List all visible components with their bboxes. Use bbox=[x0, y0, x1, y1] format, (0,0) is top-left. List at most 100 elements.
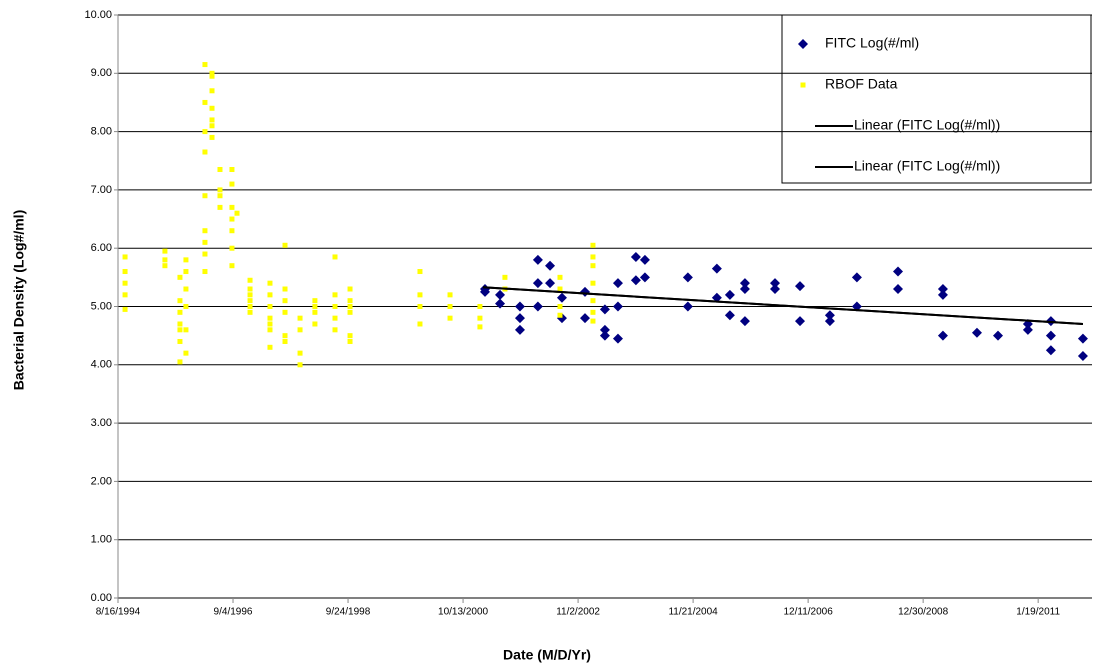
point bbox=[183, 286, 189, 292]
point bbox=[937, 289, 948, 300]
point bbox=[267, 344, 273, 350]
point bbox=[545, 260, 556, 271]
point bbox=[851, 272, 862, 283]
point bbox=[202, 228, 208, 234]
point bbox=[824, 310, 835, 321]
point bbox=[682, 301, 693, 312]
point bbox=[1045, 330, 1056, 341]
x-tick-label: 11/2/2002 bbox=[556, 607, 600, 618]
point bbox=[229, 181, 235, 187]
point bbox=[992, 330, 1003, 341]
legend-label: FITC Log(#/ml) bbox=[825, 35, 919, 51]
y-axis-title: Bacterial Density (Log#/ml) bbox=[11, 210, 27, 391]
point bbox=[122, 269, 128, 275]
point bbox=[229, 166, 235, 172]
x-tick-label: 12/30/2008 bbox=[898, 607, 948, 618]
point bbox=[347, 338, 353, 344]
point bbox=[209, 134, 215, 140]
point bbox=[297, 362, 303, 368]
point bbox=[209, 73, 215, 79]
point bbox=[282, 333, 288, 339]
point bbox=[739, 278, 750, 289]
point bbox=[209, 123, 215, 129]
point bbox=[122, 280, 128, 286]
point bbox=[599, 330, 610, 341]
point bbox=[599, 324, 610, 335]
point bbox=[590, 318, 596, 324]
point bbox=[724, 289, 735, 300]
point bbox=[162, 248, 168, 254]
point bbox=[514, 324, 525, 335]
point bbox=[347, 333, 353, 339]
point bbox=[177, 327, 183, 333]
point bbox=[312, 304, 318, 309]
point bbox=[1045, 345, 1056, 356]
point bbox=[332, 292, 338, 298]
point bbox=[590, 309, 596, 315]
legend-marker bbox=[798, 39, 808, 49]
y-tick-label: 0.00 bbox=[91, 592, 112, 604]
point bbox=[209, 70, 215, 76]
point bbox=[183, 257, 189, 263]
point bbox=[202, 99, 208, 105]
point bbox=[177, 298, 183, 304]
point bbox=[557, 312, 563, 318]
point bbox=[794, 281, 805, 292]
point bbox=[447, 292, 453, 298]
point bbox=[282, 309, 288, 315]
point bbox=[217, 187, 223, 193]
legend-box bbox=[781, 14, 1092, 184]
point bbox=[122, 306, 128, 312]
point bbox=[312, 309, 318, 315]
point bbox=[247, 298, 253, 304]
point bbox=[590, 254, 596, 260]
point bbox=[556, 292, 567, 303]
y-tick-label: 6.00 bbox=[91, 242, 112, 254]
point bbox=[202, 129, 208, 135]
point bbox=[477, 304, 483, 309]
point bbox=[630, 275, 641, 286]
point bbox=[332, 254, 338, 260]
point bbox=[824, 316, 835, 327]
point bbox=[229, 263, 235, 269]
point bbox=[514, 313, 525, 324]
point bbox=[892, 266, 903, 277]
point bbox=[417, 292, 423, 298]
point bbox=[122, 254, 128, 260]
point bbox=[1022, 324, 1033, 335]
point bbox=[1077, 333, 1088, 344]
x-tick-label: 9/24/1998 bbox=[326, 607, 371, 618]
point bbox=[612, 278, 623, 289]
point bbox=[202, 251, 208, 257]
point bbox=[937, 284, 948, 295]
y-tick-label: 8.00 bbox=[91, 126, 112, 138]
x-tick-label: 10/13/2000 bbox=[438, 607, 488, 618]
point bbox=[217, 193, 223, 199]
y-tick-label: 2.00 bbox=[91, 475, 112, 487]
point bbox=[183, 327, 189, 333]
point bbox=[347, 286, 353, 292]
y-tick-label: 5.00 bbox=[91, 300, 112, 312]
point bbox=[724, 310, 735, 321]
point bbox=[267, 280, 273, 286]
point bbox=[297, 327, 303, 333]
point bbox=[739, 284, 750, 295]
point bbox=[477, 324, 483, 330]
point bbox=[417, 304, 423, 309]
point bbox=[770, 284, 781, 295]
point bbox=[247, 292, 253, 298]
point bbox=[892, 284, 903, 295]
point bbox=[267, 321, 273, 327]
point bbox=[202, 62, 208, 68]
point bbox=[495, 289, 506, 300]
point bbox=[234, 210, 240, 216]
point bbox=[312, 298, 318, 304]
point bbox=[532, 301, 543, 312]
point bbox=[532, 278, 543, 289]
point bbox=[209, 105, 215, 111]
y-tick-label: 4.00 bbox=[91, 359, 112, 371]
point bbox=[347, 309, 353, 315]
point bbox=[267, 315, 273, 321]
point bbox=[162, 263, 168, 269]
point bbox=[267, 327, 273, 333]
